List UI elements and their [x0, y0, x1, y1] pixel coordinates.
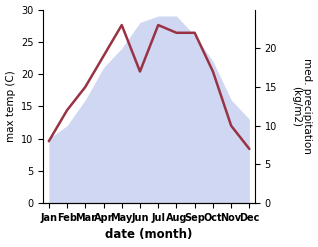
X-axis label: date (month): date (month): [105, 228, 193, 242]
Y-axis label: max temp (C): max temp (C): [5, 70, 16, 142]
Y-axis label: med. precipitation
(kg/m2): med. precipitation (kg/m2): [291, 59, 313, 154]
